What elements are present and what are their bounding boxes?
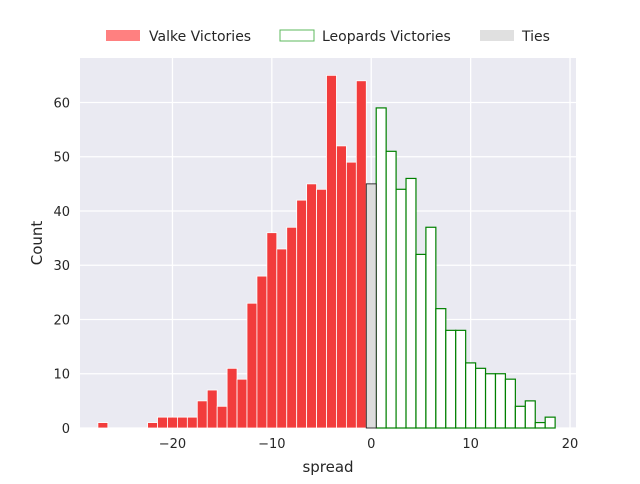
bar-valke-victories bbox=[226, 367, 238, 429]
bar-valke-victories bbox=[326, 74, 337, 429]
bar-valke-victories bbox=[186, 416, 198, 429]
bar-valke-victories bbox=[296, 199, 308, 429]
y-tick-label: 30 bbox=[53, 259, 70, 274]
bar-valke-victories bbox=[306, 183, 317, 429]
legend-label: Valke Victories bbox=[149, 29, 251, 45]
bar-valke-victories bbox=[167, 416, 178, 429]
bar-leopards-victories bbox=[455, 329, 467, 429]
bar-leopards-victories bbox=[524, 400, 536, 429]
y-tick-label: 0 bbox=[62, 422, 70, 437]
legend-swatch bbox=[106, 30, 140, 41]
bar-valke-victories bbox=[147, 422, 158, 429]
bar-valke-victories bbox=[177, 416, 188, 429]
bar-leopards-victories bbox=[475, 367, 487, 429]
bar-leopards-victories bbox=[504, 378, 516, 429]
y-tick-label: 10 bbox=[53, 368, 70, 383]
x-tick-label: −20 bbox=[159, 437, 186, 452]
y-axis-label: Count bbox=[28, 221, 46, 266]
legend-label: Ties bbox=[521, 29, 550, 45]
bar-leopards-victories bbox=[534, 421, 546, 429]
bar-valke-victories bbox=[196, 400, 208, 429]
bar-leopards-victories bbox=[395, 188, 407, 429]
bar-leopards-victories bbox=[375, 107, 387, 429]
legend: Valke Victories Leopards Victories Ties bbox=[106, 29, 550, 45]
y-tick-label: 20 bbox=[53, 313, 70, 328]
bar-valke-victories bbox=[256, 275, 268, 429]
bar-leopards-victories bbox=[435, 308, 447, 429]
y-ticks: 0 10 20 30 40 50 60 bbox=[53, 96, 70, 437]
bar-leopards-victories bbox=[405, 177, 417, 429]
bar-valke-victories bbox=[246, 302, 258, 429]
bar-leopards-victories bbox=[425, 226, 437, 429]
bar-valke-victories bbox=[336, 145, 347, 429]
bar-leopards-victories bbox=[494, 373, 507, 429]
x-tick-label: 20 bbox=[562, 437, 579, 452]
x-axis-label: spread bbox=[302, 458, 353, 476]
bar-valke-victories bbox=[266, 232, 278, 429]
bars bbox=[97, 74, 556, 429]
y-tick-label: 50 bbox=[53, 151, 70, 166]
bar-valke-victories bbox=[206, 389, 218, 429]
bar-valke-victories bbox=[276, 248, 288, 429]
x-tick-label: −10 bbox=[258, 437, 285, 452]
y-tick-label: 40 bbox=[53, 205, 70, 220]
bar-valke-victories bbox=[236, 378, 248, 429]
x-ticks: −20 −10 0 10 20 bbox=[159, 437, 579, 452]
bar-leopards-victories bbox=[385, 150, 397, 429]
bar-valke-victories bbox=[157, 416, 168, 429]
bar-leopards-victories bbox=[484, 373, 497, 429]
bar-valke-victories bbox=[286, 226, 298, 429]
bar-valke-victories bbox=[97, 422, 109, 429]
bar-valke-victories bbox=[355, 80, 367, 429]
x-tick-label: 0 bbox=[367, 437, 375, 452]
bar-leopards-victories bbox=[514, 405, 526, 429]
bar-leopards-victories bbox=[445, 329, 457, 429]
legend-swatch bbox=[279, 29, 315, 42]
bar-leopards-victories bbox=[465, 362, 477, 429]
bar-leopards-victories bbox=[415, 253, 427, 429]
bar-leopards-victories bbox=[544, 416, 556, 429]
bar-valke-victories bbox=[316, 188, 327, 429]
bar-ties bbox=[365, 183, 377, 429]
bar-valke-victories bbox=[345, 161, 357, 429]
x-tick-label: 10 bbox=[462, 437, 479, 452]
legend-swatch bbox=[480, 30, 514, 41]
y-tick-label: 60 bbox=[53, 96, 70, 111]
legend-label: Leopards Victories bbox=[322, 29, 451, 45]
bar-valke-victories bbox=[216, 405, 228, 429]
